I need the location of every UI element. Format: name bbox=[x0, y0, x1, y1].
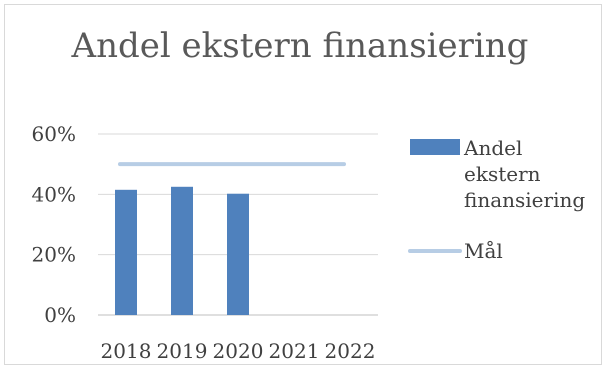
y-tick-label: 60% bbox=[32, 122, 76, 146]
chart-frame bbox=[4, 4, 602, 365]
x-tick-label: 2019 bbox=[157, 339, 208, 363]
x-tick-label: 2022 bbox=[325, 339, 376, 363]
x-tick-label: 2020 bbox=[213, 339, 264, 363]
legend-label-bar: Andel ekstern finansiering bbox=[463, 136, 585, 212]
y-tick-label: 40% bbox=[32, 182, 76, 206]
bar-2019 bbox=[171, 186, 193, 315]
x-tick-label: 2018 bbox=[101, 339, 152, 363]
y-tick-label: 0% bbox=[44, 303, 76, 327]
bar-2020 bbox=[227, 193, 249, 315]
y-tick-label: 20% bbox=[32, 243, 76, 267]
legend-swatch-bar bbox=[410, 139, 460, 155]
x-tick-label: 2021 bbox=[269, 339, 320, 363]
chart-title: Andel ekstern finansiering bbox=[71, 26, 529, 66]
legend-label-line: Mål bbox=[464, 239, 503, 263]
bar-2018 bbox=[115, 189, 137, 315]
